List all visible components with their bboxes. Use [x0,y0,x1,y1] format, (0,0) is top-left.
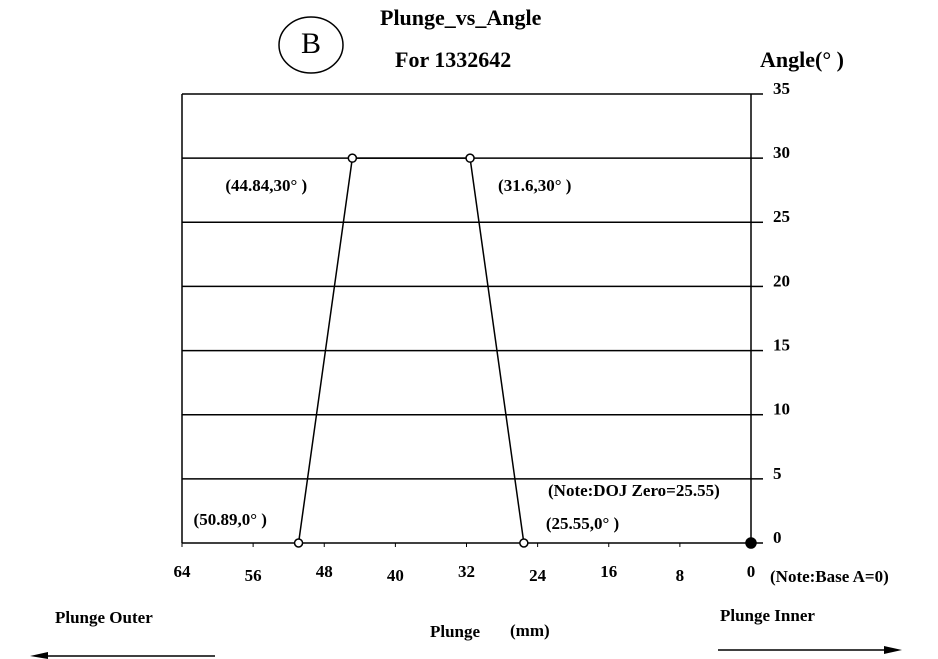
y-tick-label: 15 [773,335,790,354]
data-label: (25.55,0° ) [546,514,619,533]
x-tick-label: 64 [174,562,192,581]
x-tick-label: 48 [316,562,333,581]
x-axis-unit: (mm) [510,621,550,640]
y-tick-label: 20 [773,271,790,290]
data-label: (44.84,30° ) [225,176,307,195]
x-tick-label: 32 [458,562,475,581]
y-tick-label: 5 [773,464,782,483]
direction-label: Plunge Outer [55,608,153,627]
badge: B [301,27,321,60]
chart-title: Plunge_vs_Angle [380,5,542,30]
chart-subtitle: For 1332642 [395,47,511,72]
x-tick-label: 0 [747,562,756,581]
y-tick-label: 10 [773,400,790,419]
note: (Note:DOJ Zero=25.55) [548,481,720,500]
arrow-head [30,652,48,659]
x-axis-label: Plunge [430,622,481,641]
data-label: (31.6,30° ) [498,176,571,195]
y-tick-label: 25 [773,207,790,226]
point [519,538,529,548]
direction-label: Plunge Inner [720,606,815,625]
point [465,153,475,163]
arrow-head [884,646,902,654]
x-tick-label: 24 [529,566,547,585]
point [745,537,757,549]
x-tick-label: 16 [600,562,617,581]
x-tick-label: 8 [676,566,685,585]
y-tick-label: 35 [773,79,790,98]
data-label: (50.89,0° ) [194,510,267,529]
point [293,538,304,548]
line [297,157,525,544]
x-tick-label: 56 [245,566,262,585]
badge-circle [278,16,344,74]
x-tick-label: 40 [387,566,404,585]
y-axis-label: Angle(° ) [760,47,844,72]
y-tick-label: 0 [773,528,782,547]
note: (Note:Base A=0) [770,567,889,586]
point [347,153,358,163]
y-tick-label: 30 [773,143,790,162]
